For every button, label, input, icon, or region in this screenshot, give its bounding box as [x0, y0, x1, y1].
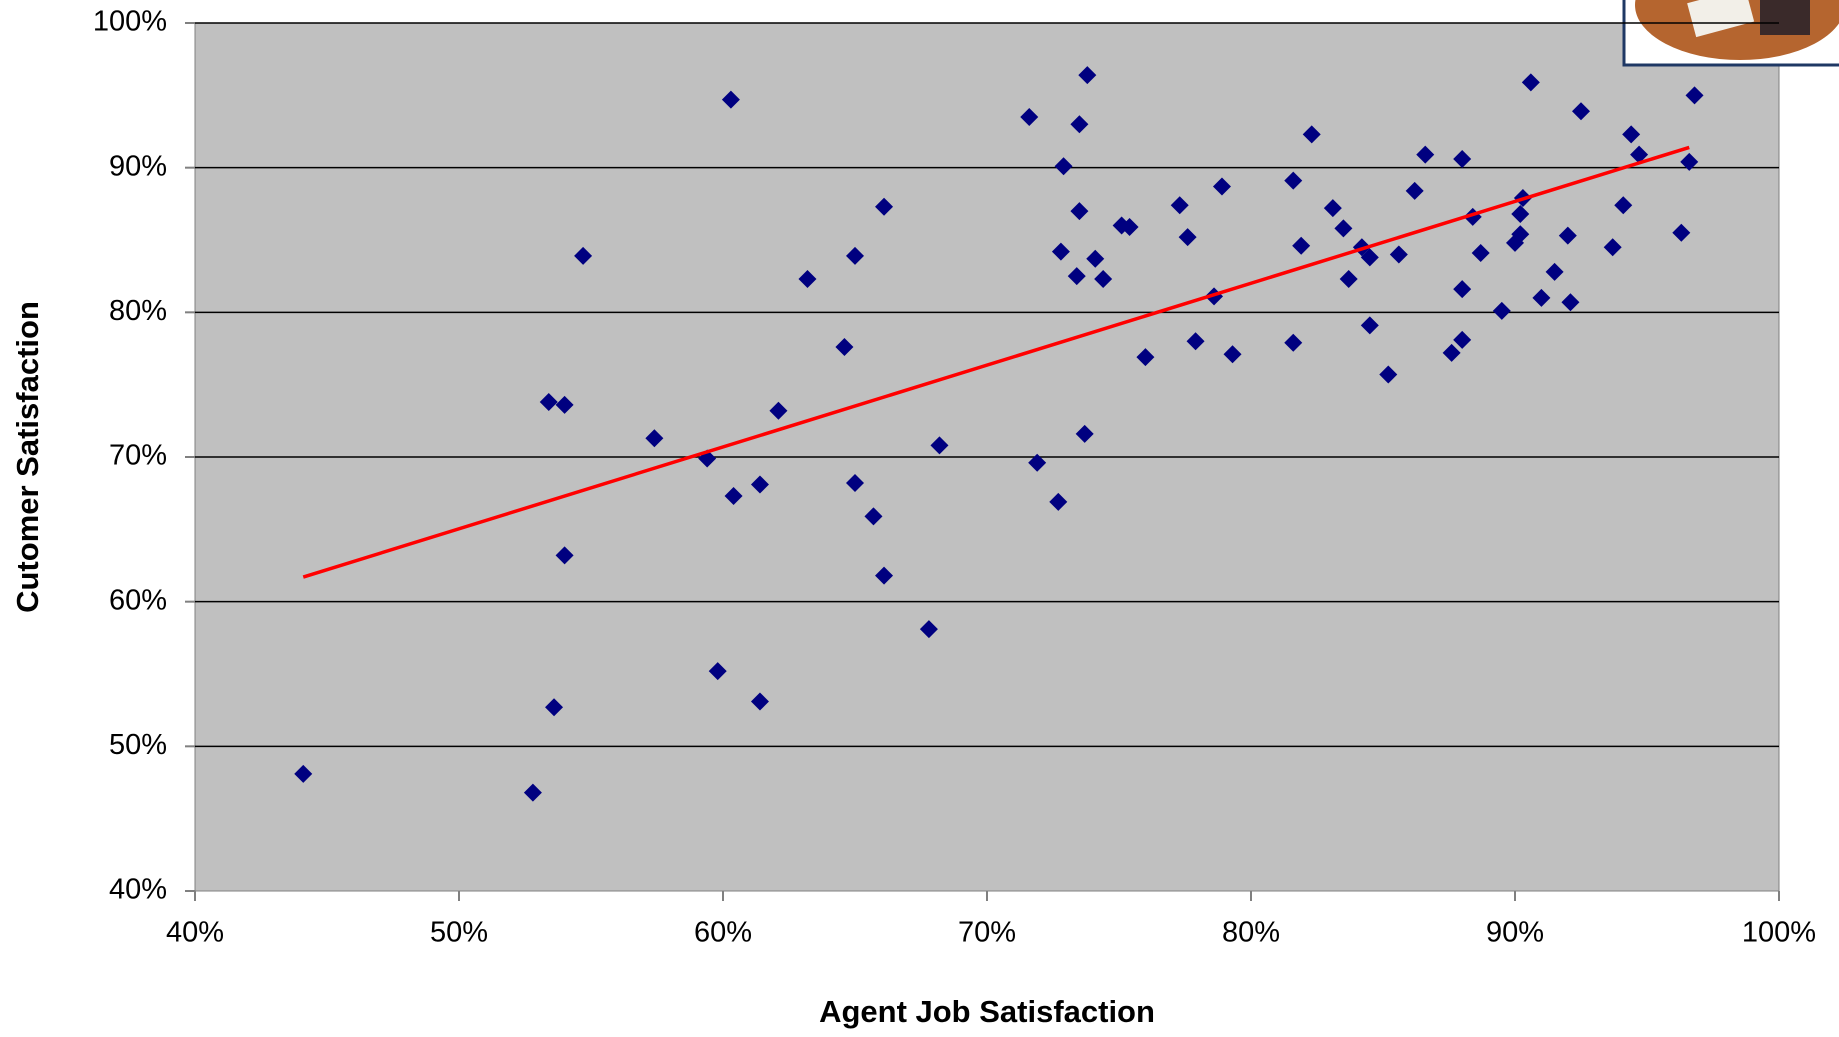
page: Agent Job Satisfaction Cutomer Satisfact… — [0, 0, 1839, 1037]
y-tick-label: 80% — [109, 295, 167, 327]
y-tick-label: 40% — [109, 874, 167, 906]
chart: Agent Job Satisfaction Cutomer Satisfact… — [0, 0, 1839, 1037]
x-axis-title: Agent Job Satisfaction — [819, 994, 1155, 1029]
x-tick-label: 90% — [1486, 917, 1544, 949]
x-tick-label: 50% — [430, 917, 488, 949]
x-tick-label: 80% — [1222, 917, 1280, 949]
y-tick-label: 90% — [109, 150, 167, 182]
photo-person — [1760, 0, 1810, 35]
y-tick-label: 60% — [109, 584, 167, 616]
x-tick-label: 100% — [1742, 917, 1816, 949]
y-axis-title: Cutomer Satisfaction — [10, 301, 45, 613]
photo — [1624, 0, 1839, 65]
y-tick-label: 50% — [109, 729, 167, 761]
y-tick-label: 70% — [109, 440, 167, 472]
x-tick-label: 60% — [694, 917, 752, 949]
x-tick-label: 40% — [166, 917, 224, 949]
x-tick-label: 70% — [958, 917, 1016, 949]
y-tick-label: 100% — [93, 6, 167, 38]
